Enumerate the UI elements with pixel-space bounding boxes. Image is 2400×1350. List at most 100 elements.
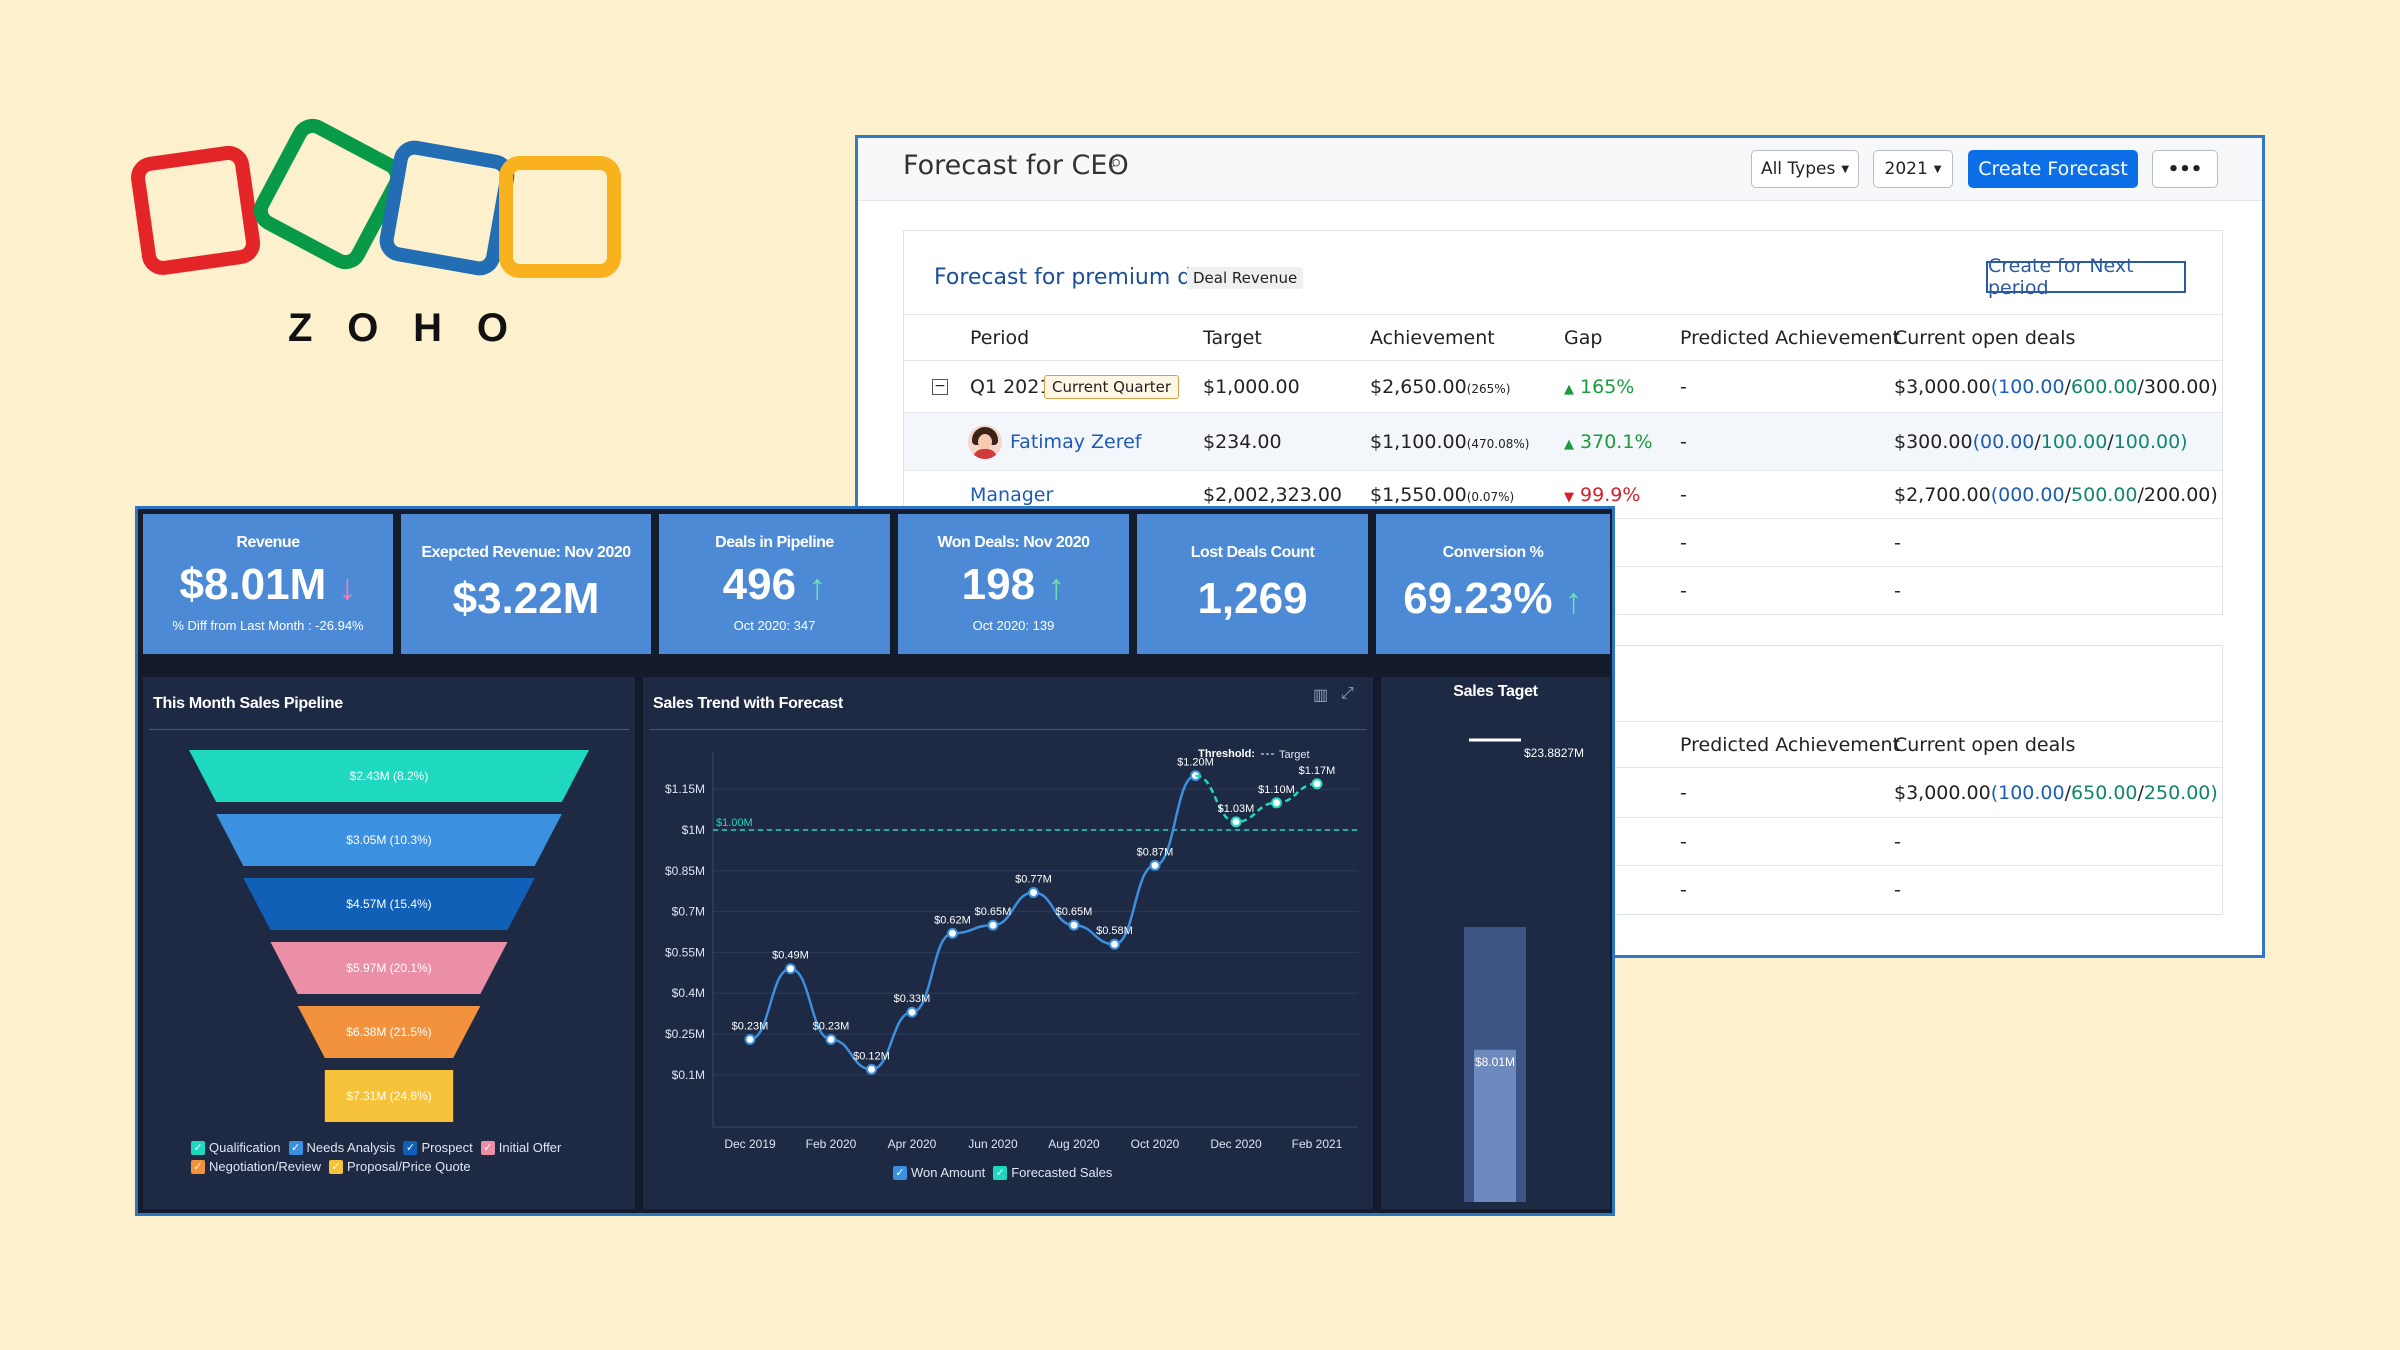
data-label: $1.10M: [1258, 784, 1295, 796]
checkbox-icon[interactable]: ✓: [993, 1165, 1008, 1180]
kpi-value: $3.22M: [452, 574, 600, 623]
data-point: [1028, 887, 1039, 899]
kpi-expected-revenue[interactable]: Exepcted Revenue: Nov 2020 $3.22M: [401, 514, 651, 654]
data-point: [785, 963, 796, 975]
sales-trend-panel: Sales Trend with Forecast ▥ ⤢ $0.1M $0.25…: [643, 677, 1373, 1209]
funnel-stage: [324, 1070, 454, 1122]
open-deals-cell: $2,700.00(000.00/500.00/200.00): [1894, 483, 2218, 506]
create-next-period-button[interactable]: Create for Next period: [1986, 255, 2186, 299]
y-tick-label: $0.7M: [672, 905, 705, 919]
legend-item[interactable]: ✓ Prospect: [403, 1140, 473, 1155]
logo-letter: H: [413, 306, 443, 350]
logo-square-green: [253, 118, 405, 270]
legend-item[interactable]: ✓ Initial Offer: [480, 1140, 562, 1155]
x-tick-label: Apr 2020: [888, 1137, 937, 1151]
data-label: $1.03M: [1218, 803, 1255, 815]
kpi-lost-deals[interactable]: Lost Deals Count 1,269: [1137, 514, 1368, 654]
achievement-value: $2,650.00: [1370, 375, 1467, 398]
data-point: [866, 1063, 877, 1075]
open-deals-total: $3,000.00: [1894, 375, 1991, 398]
data-point: [1311, 778, 1323, 790]
divider: [649, 729, 1367, 730]
logo-letter: Z: [288, 306, 313, 350]
kpi-title: Won Deals: Nov 2020: [937, 534, 1090, 551]
table-row[interactable]: − Q1 2021 Current Quarter $1,000.00 $2,6…: [904, 360, 2222, 412]
kpi-title: Revenue: [236, 534, 300, 551]
expand-icon[interactable]: ⤢: [1341, 685, 1354, 702]
legend-label: Initial Offer: [498, 1140, 562, 1155]
trend-legend: ✓ Won Amount ✓ Forecasted Sales: [893, 1165, 1112, 1180]
checkbox-icon[interactable]: ✓: [893, 1165, 907, 1180]
checkbox-icon[interactable]: ✓: [288, 1140, 303, 1155]
legend-item[interactable]: ✓ Forecasted Sales: [993, 1165, 1112, 1180]
sales-target-chart: $23.8827M $8.01M: [1464, 738, 1584, 1202]
period-cell[interactable]: Manager: [970, 483, 1054, 506]
checkbox-icon[interactable]: ✓: [329, 1159, 344, 1174]
checkbox-icon[interactable]: ✓: [403, 1140, 418, 1155]
checkbox-icon[interactable]: ✓: [191, 1140, 205, 1155]
legend-label: Proposal/Price Quote: [347, 1159, 471, 1174]
funnel-stage-label: $2.43M (8.2%): [350, 769, 429, 783]
open-deals-c: 300.00): [2143, 375, 2218, 398]
chevron-down-icon: ▼: [1841, 163, 1850, 175]
more-options-button[interactable]: •••: [2152, 150, 2218, 188]
funnel-stage: [216, 814, 562, 866]
chart-type-icon[interactable]: ▥: [1313, 687, 1329, 704]
legend-label: Needs Analysis: [306, 1140, 396, 1155]
kpi-value-text: 496: [722, 560, 797, 609]
legend-item[interactable]: ✓ Won Amount: [893, 1165, 985, 1180]
sales-pipeline-panel: This Month Sales Pipeline $2.43M (8.2%) $…: [143, 677, 635, 1209]
search-icon[interactable]: ⌕: [1110, 150, 1123, 175]
gap-value: 99.9%: [1580, 483, 1641, 506]
open-deals-a: (100.00: [1990, 781, 2065, 804]
achievement-cell: $1,100.00(470.08%): [1370, 431, 1529, 453]
achievement-value: $1,100.00: [1370, 430, 1467, 453]
collapse-icon[interactable]: −: [932, 378, 948, 395]
avatar: [968, 425, 1002, 459]
kpi-value-text: 198: [961, 560, 1036, 609]
data-label: $0.33M: [894, 993, 931, 1005]
open-deals-a: (100.00: [1990, 375, 2065, 398]
types-dropdown[interactable]: All Types ▼: [1751, 150, 1859, 188]
column-header: Achievement: [1370, 326, 1495, 349]
achievement-percent: (470.08%): [1466, 436, 1530, 451]
types-dropdown-label: All Types: [1760, 159, 1836, 179]
y-tick-label: $0.85M: [665, 864, 705, 878]
gap-value: 165%: [1580, 375, 1635, 398]
open-deals-total: $2,700.00: [1894, 483, 1991, 506]
sales-trend-chart: $0.1M $0.25M $0.4M $0.55M $0.7M $0.85M $1M $1.1…: [665, 748, 1358, 1151]
checkbox-icon[interactable]: ✓: [480, 1140, 495, 1155]
x-tick-label: Dec 2020: [1210, 1137, 1262, 1151]
achievement-cell: $1,550.00(0.07%): [1370, 484, 1514, 506]
funnel-stage-label: $3.05M (10.3%): [346, 833, 431, 847]
data-point: [825, 1033, 837, 1045]
legend-item[interactable]: ✓ Proposal/Price Quote: [329, 1159, 471, 1174]
panel-title: Sales Trend with Forecast: [653, 695, 843, 712]
legend-item[interactable]: ✓ Qualification: [191, 1140, 281, 1155]
checkbox-icon[interactable]: ✓: [191, 1159, 205, 1174]
zoho-logo: Z O H O: [128, 118, 658, 358]
x-tick-label: Oct 2020: [1131, 1137, 1180, 1151]
legend-item[interactable]: ✓ Needs Analysis: [288, 1140, 396, 1155]
data-point: [1149, 859, 1161, 871]
kpi-won-deals[interactable]: Won Deals: Nov 2020 198 ↑ Oct 2020: 139: [898, 514, 1129, 654]
open-deals-cell: $3,000.00(100.00/600.00/300.00): [1894, 375, 2218, 398]
year-dropdown[interactable]: 2021 ▼: [1873, 150, 1953, 188]
kpi-revenue[interactable]: Revenue $8.01M ↓ % Diff from Last Month …: [143, 514, 393, 654]
create-forecast-button[interactable]: Create Forecast: [1968, 150, 2138, 188]
legend-item[interactable]: ✓ Negotiation/Review: [191, 1159, 321, 1174]
x-tick-label: Aug 2020: [1048, 1137, 1100, 1151]
predicted-cell: -: [1680, 830, 1687, 853]
period-cell[interactable]: Fatimay Zeref: [1010, 430, 1142, 453]
funnel-stage: [243, 878, 535, 930]
kpi-deals-in-pipeline[interactable]: Deals in Pipeline 496 ↑ Oct 2020: 347: [659, 514, 890, 654]
forecast-card-title[interactable]: Forecast for premium de: [934, 265, 1205, 290]
logo-square-red: [131, 145, 261, 275]
predicted-cell: -: [1680, 375, 1687, 398]
predicted-cell: -: [1680, 483, 1687, 506]
kpi-value: $8.01M ↓: [143, 560, 393, 610]
table-row[interactable]: Fatimay Zeref $234.00 $1,100.00(470.08%)…: [904, 412, 2222, 470]
kpi-conversion[interactable]: Conversion % 69.23% ↑: [1376, 514, 1610, 654]
period-cell: Q1 2021: [970, 375, 1052, 398]
table-row[interactable]: Manager $2,002,323.00 $1,550.00(0.07%) ▼…: [904, 470, 2222, 518]
